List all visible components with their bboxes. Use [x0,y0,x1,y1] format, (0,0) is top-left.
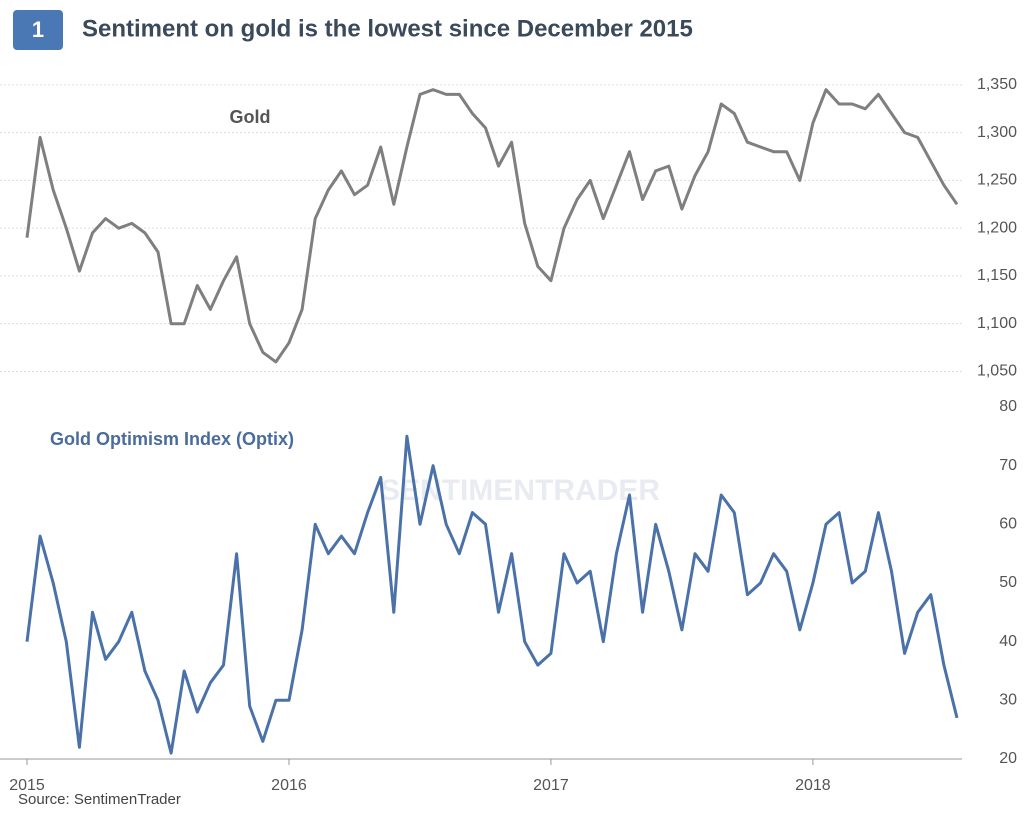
y-tick-label: 1,100 [977,315,1017,332]
y-tick-label: 40 [999,633,1017,650]
y-tick-label: 1,150 [977,267,1017,284]
y-tick-label: 1,200 [977,219,1017,236]
y-tick-label: 50 [999,574,1017,591]
series-line [25,88,959,364]
y-tick-label: 1,300 [977,124,1017,141]
x-tick-label: 2016 [271,777,307,794]
title: Sentiment on gold is the lowest since De… [82,15,693,42]
badge-box [13,10,63,50]
x-tick-label: 2015 [9,777,45,794]
x-tick-label: 2018 [795,777,831,794]
y-tick-label: 1,250 [977,172,1017,189]
y-tick-label: 20 [999,750,1017,767]
y-tick-label: 70 [999,457,1017,474]
x-tick-label: 2017 [533,777,569,794]
y-tick-label: 60 [999,516,1017,533]
series-label: Gold Optimism Index (Optix) [50,429,294,449]
series-label: Gold [230,107,271,127]
badge: 1 [32,17,44,42]
y-tick-label: 80 [999,398,1017,415]
y-tick-label: 1,050 [977,363,1017,380]
source: Source: SentimenTrader [18,791,181,808]
watermark: SENTIMENTRADER [380,474,660,507]
y-tick-label: 1,350 [977,76,1017,93]
series-line [25,434,959,755]
y-tick-label: 30 [999,692,1017,709]
